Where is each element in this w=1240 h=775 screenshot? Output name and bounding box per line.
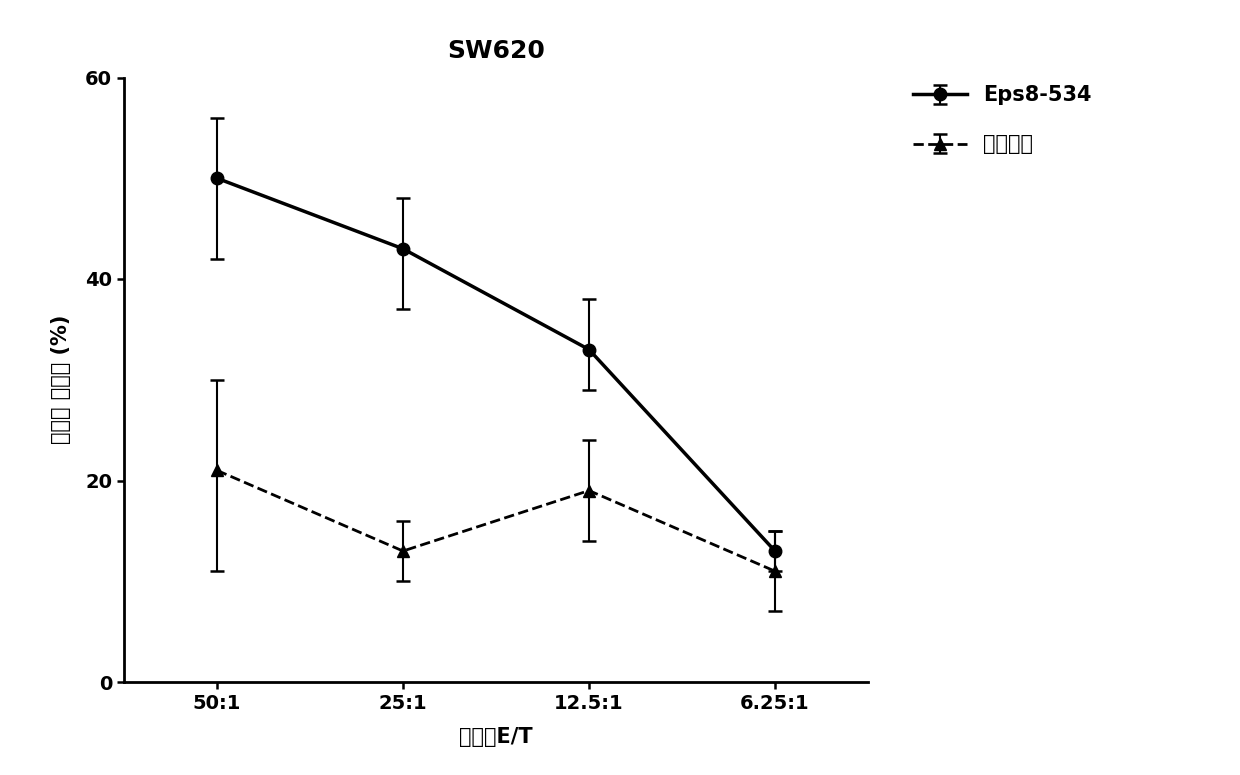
- Legend: Eps8-534, 溶剂对照: Eps8-534, 溶剂对照: [905, 78, 1099, 162]
- Y-axis label: 特异性 杀伤率 (%): 特异性 杀伤率 (%): [51, 315, 72, 444]
- X-axis label: 效靶比E/T: 效靶比E/T: [459, 727, 533, 746]
- Title: SW620: SW620: [448, 39, 544, 63]
